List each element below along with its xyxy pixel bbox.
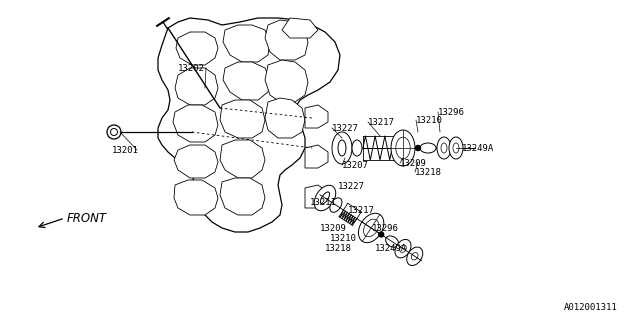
Ellipse shape — [396, 137, 410, 159]
Ellipse shape — [111, 129, 118, 135]
Circle shape — [415, 146, 420, 150]
Polygon shape — [158, 18, 340, 232]
Polygon shape — [305, 185, 328, 208]
Text: 13201: 13201 — [112, 146, 139, 155]
Ellipse shape — [386, 236, 399, 247]
Polygon shape — [305, 105, 328, 128]
Text: 13211: 13211 — [310, 197, 337, 206]
Ellipse shape — [453, 143, 459, 153]
Text: 13249A: 13249A — [375, 244, 407, 252]
Text: A012001311: A012001311 — [564, 303, 618, 312]
Text: 13217: 13217 — [368, 117, 395, 126]
Text: 13249A: 13249A — [462, 143, 494, 153]
Ellipse shape — [330, 198, 342, 212]
Polygon shape — [175, 68, 218, 105]
Polygon shape — [220, 100, 265, 138]
Polygon shape — [174, 145, 218, 178]
Polygon shape — [282, 18, 318, 38]
Circle shape — [379, 232, 384, 237]
Text: 13227: 13227 — [338, 181, 365, 190]
Polygon shape — [305, 145, 328, 168]
Text: 13210: 13210 — [416, 116, 443, 124]
Ellipse shape — [364, 219, 379, 237]
Ellipse shape — [391, 130, 415, 166]
Text: 13227: 13227 — [332, 124, 359, 132]
Ellipse shape — [332, 132, 352, 164]
Polygon shape — [223, 62, 270, 100]
Ellipse shape — [338, 140, 346, 156]
Polygon shape — [265, 60, 308, 102]
Text: 13210: 13210 — [330, 234, 357, 243]
Text: 13218: 13218 — [325, 244, 352, 252]
Polygon shape — [223, 25, 270, 62]
Ellipse shape — [358, 213, 384, 243]
Ellipse shape — [107, 125, 121, 139]
Ellipse shape — [399, 245, 406, 252]
Ellipse shape — [314, 185, 336, 211]
Text: FRONT: FRONT — [67, 212, 107, 225]
Text: 13207: 13207 — [342, 161, 369, 170]
Ellipse shape — [395, 239, 411, 258]
Ellipse shape — [412, 252, 418, 260]
Polygon shape — [265, 98, 305, 138]
Ellipse shape — [420, 143, 436, 153]
Text: 13296: 13296 — [372, 223, 399, 233]
Polygon shape — [173, 105, 218, 142]
Ellipse shape — [449, 137, 463, 159]
Text: 13209: 13209 — [400, 158, 427, 167]
Ellipse shape — [437, 137, 451, 159]
Polygon shape — [220, 178, 265, 215]
Text: 13296: 13296 — [438, 108, 465, 116]
Text: 13202: 13202 — [178, 63, 205, 73]
Polygon shape — [265, 20, 308, 60]
Ellipse shape — [441, 143, 447, 153]
Polygon shape — [176, 32, 218, 65]
Ellipse shape — [407, 247, 423, 266]
Text: 13217: 13217 — [348, 205, 375, 214]
Polygon shape — [220, 140, 265, 178]
Text: 13218: 13218 — [415, 167, 442, 177]
Text: 13209: 13209 — [320, 223, 347, 233]
Ellipse shape — [321, 192, 330, 204]
Polygon shape — [174, 180, 218, 215]
Ellipse shape — [352, 140, 362, 156]
